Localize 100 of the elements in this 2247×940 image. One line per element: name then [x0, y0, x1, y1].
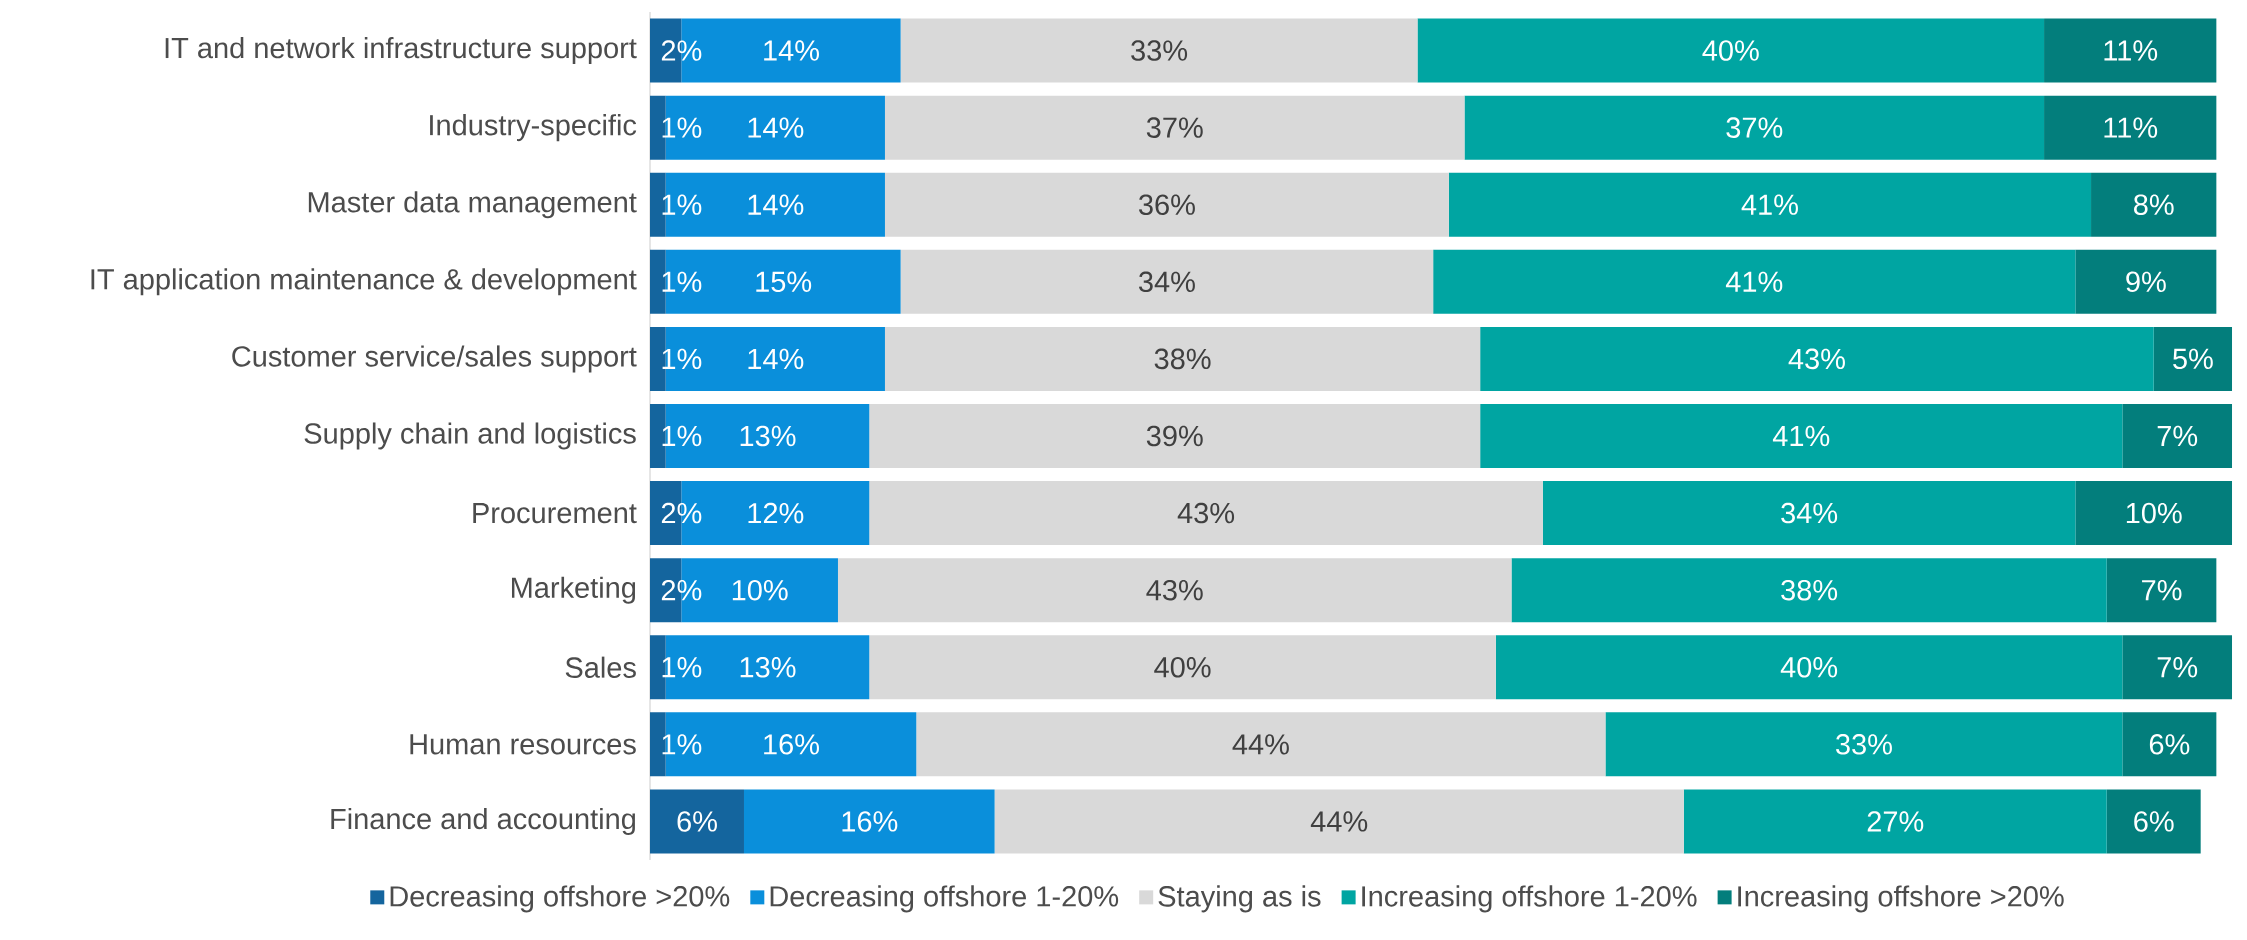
- data-label: 1%: [662, 194, 702, 215]
- data-label: 41%: [1725, 271, 1783, 292]
- y-tick-label: Customer service/sales support: [232, 345, 637, 373]
- bar: [2075, 481, 2233, 546]
- bar: [916, 712, 1606, 777]
- data-label: 1%: [662, 425, 702, 447]
- data-label: 1%: [662, 117, 702, 138]
- data-label: 7%: [2157, 657, 2198, 678]
- data-label: 11%: [2104, 40, 2158, 61]
- data-label: 39%: [1146, 425, 1203, 447]
- bar: [1542, 481, 2076, 546]
- data-label: 40%: [1780, 656, 1838, 678]
- bar: [2153, 326, 2233, 391]
- legend-label: Decreasing offshore 1-20%: [770, 885, 1119, 913]
- bar: [1480, 326, 2154, 391]
- bar: [869, 481, 1543, 546]
- data-label: 1%: [662, 657, 702, 678]
- data-label: 44%: [1310, 811, 1368, 832]
- data-label: 13%: [740, 425, 796, 447]
- bar: [884, 172, 1449, 237]
- data-label: 43%: [1177, 502, 1235, 524]
- bar: [1480, 403, 2123, 468]
- data-label: 9%: [2126, 271, 2166, 293]
- bar: [2091, 172, 2217, 237]
- data-label: 2%: [661, 40, 702, 61]
- bar: [2122, 635, 2233, 700]
- data-label: 11%: [2104, 117, 2158, 138]
- legend-label: Increasing offshore >20%: [1738, 885, 2064, 913]
- bar: [650, 789, 744, 854]
- bar: [900, 249, 1434, 314]
- y-tick-label: Supply chain and logistics: [304, 422, 636, 450]
- bar: [837, 558, 1512, 623]
- data-label: 8%: [2134, 194, 2174, 215]
- legend-label: Staying as is: [1158, 885, 1321, 913]
- data-label: 1%: [662, 271, 702, 292]
- data-label: 14%: [748, 348, 804, 370]
- data-label: 1%: [662, 734, 702, 755]
- data-label: 15%: [756, 271, 812, 293]
- bar: [1448, 172, 2092, 237]
- bar: [869, 403, 1481, 468]
- data-label: 34%: [1138, 271, 1195, 293]
- data-label: 7%: [2142, 580, 2182, 601]
- data-label: 6%: [2149, 734, 2190, 755]
- data-label: 38%: [1781, 579, 1838, 601]
- bar: [1605, 712, 2123, 777]
- y-tick-label: Human resources: [410, 734, 636, 755]
- bar: [743, 789, 995, 854]
- data-label: 2%: [661, 502, 702, 524]
- bar: [2106, 558, 2217, 623]
- bar: [884, 95, 1465, 160]
- data-label: 6%: [2134, 811, 2174, 832]
- data-label: 14%: [748, 194, 804, 215]
- bar: [2044, 95, 2217, 160]
- bar: [1495, 635, 2123, 700]
- bar: [994, 789, 1684, 854]
- data-label: 43%: [1146, 579, 1203, 601]
- data-label: 27%: [1867, 811, 1924, 832]
- bar: [2044, 18, 2217, 83]
- bar: [884, 326, 1481, 391]
- data-label: 40%: [1702, 40, 1759, 61]
- y-tick-label: Procurement: [473, 502, 637, 524]
- data-label: 33%: [1836, 734, 1892, 755]
- bar: [1464, 95, 2045, 160]
- data-label: 2%: [661, 579, 702, 601]
- data-label: 6%: [677, 811, 717, 832]
- data-label: 38%: [1154, 348, 1211, 370]
- data-label: 5%: [2173, 348, 2213, 370]
- data-label: 44%: [1232, 734, 1289, 755]
- bar: [900, 18, 1418, 83]
- data-label: 16%: [764, 734, 819, 755]
- data-label: 16%: [842, 811, 898, 832]
- data-label: 10%: [2126, 502, 2182, 524]
- data-label: 41%: [1741, 194, 1798, 215]
- data-label: 40%: [1154, 656, 1211, 678]
- data-label: 37%: [1726, 117, 1783, 138]
- data-label: 13%: [740, 656, 796, 678]
- y-tick-label: Finance and accounting: [331, 807, 636, 835]
- data-label: 41%: [1772, 425, 1830, 447]
- bar: [2122, 712, 2217, 777]
- y-tick-label: IT application maintenance & development: [91, 268, 637, 296]
- data-label: 34%: [1781, 502, 1838, 524]
- bar: [869, 635, 1496, 700]
- bar: [1683, 789, 2107, 854]
- bar: [1433, 249, 2076, 314]
- legend-label: Increasing offshore 1-20%: [1362, 885, 1697, 913]
- bar: [1417, 18, 2045, 83]
- bar: [2122, 403, 2233, 468]
- bar: [2075, 249, 2217, 314]
- data-label: 12%: [748, 502, 804, 524]
- data-label: 14%: [748, 117, 804, 138]
- data-label: 43%: [1788, 348, 1845, 370]
- data-label: 37%: [1146, 117, 1203, 138]
- y-tick-label: IT and network infrastructure support: [165, 37, 637, 65]
- y-tick-label: Industry-specific: [430, 114, 637, 142]
- data-label: 14%: [764, 40, 819, 61]
- data-label: 10%: [732, 579, 788, 601]
- y-tick-label: Sales: [565, 656, 636, 678]
- y-tick-label: Master data management: [308, 191, 637, 219]
- data-label: 33%: [1131, 40, 1188, 61]
- bar: [2106, 789, 2201, 854]
